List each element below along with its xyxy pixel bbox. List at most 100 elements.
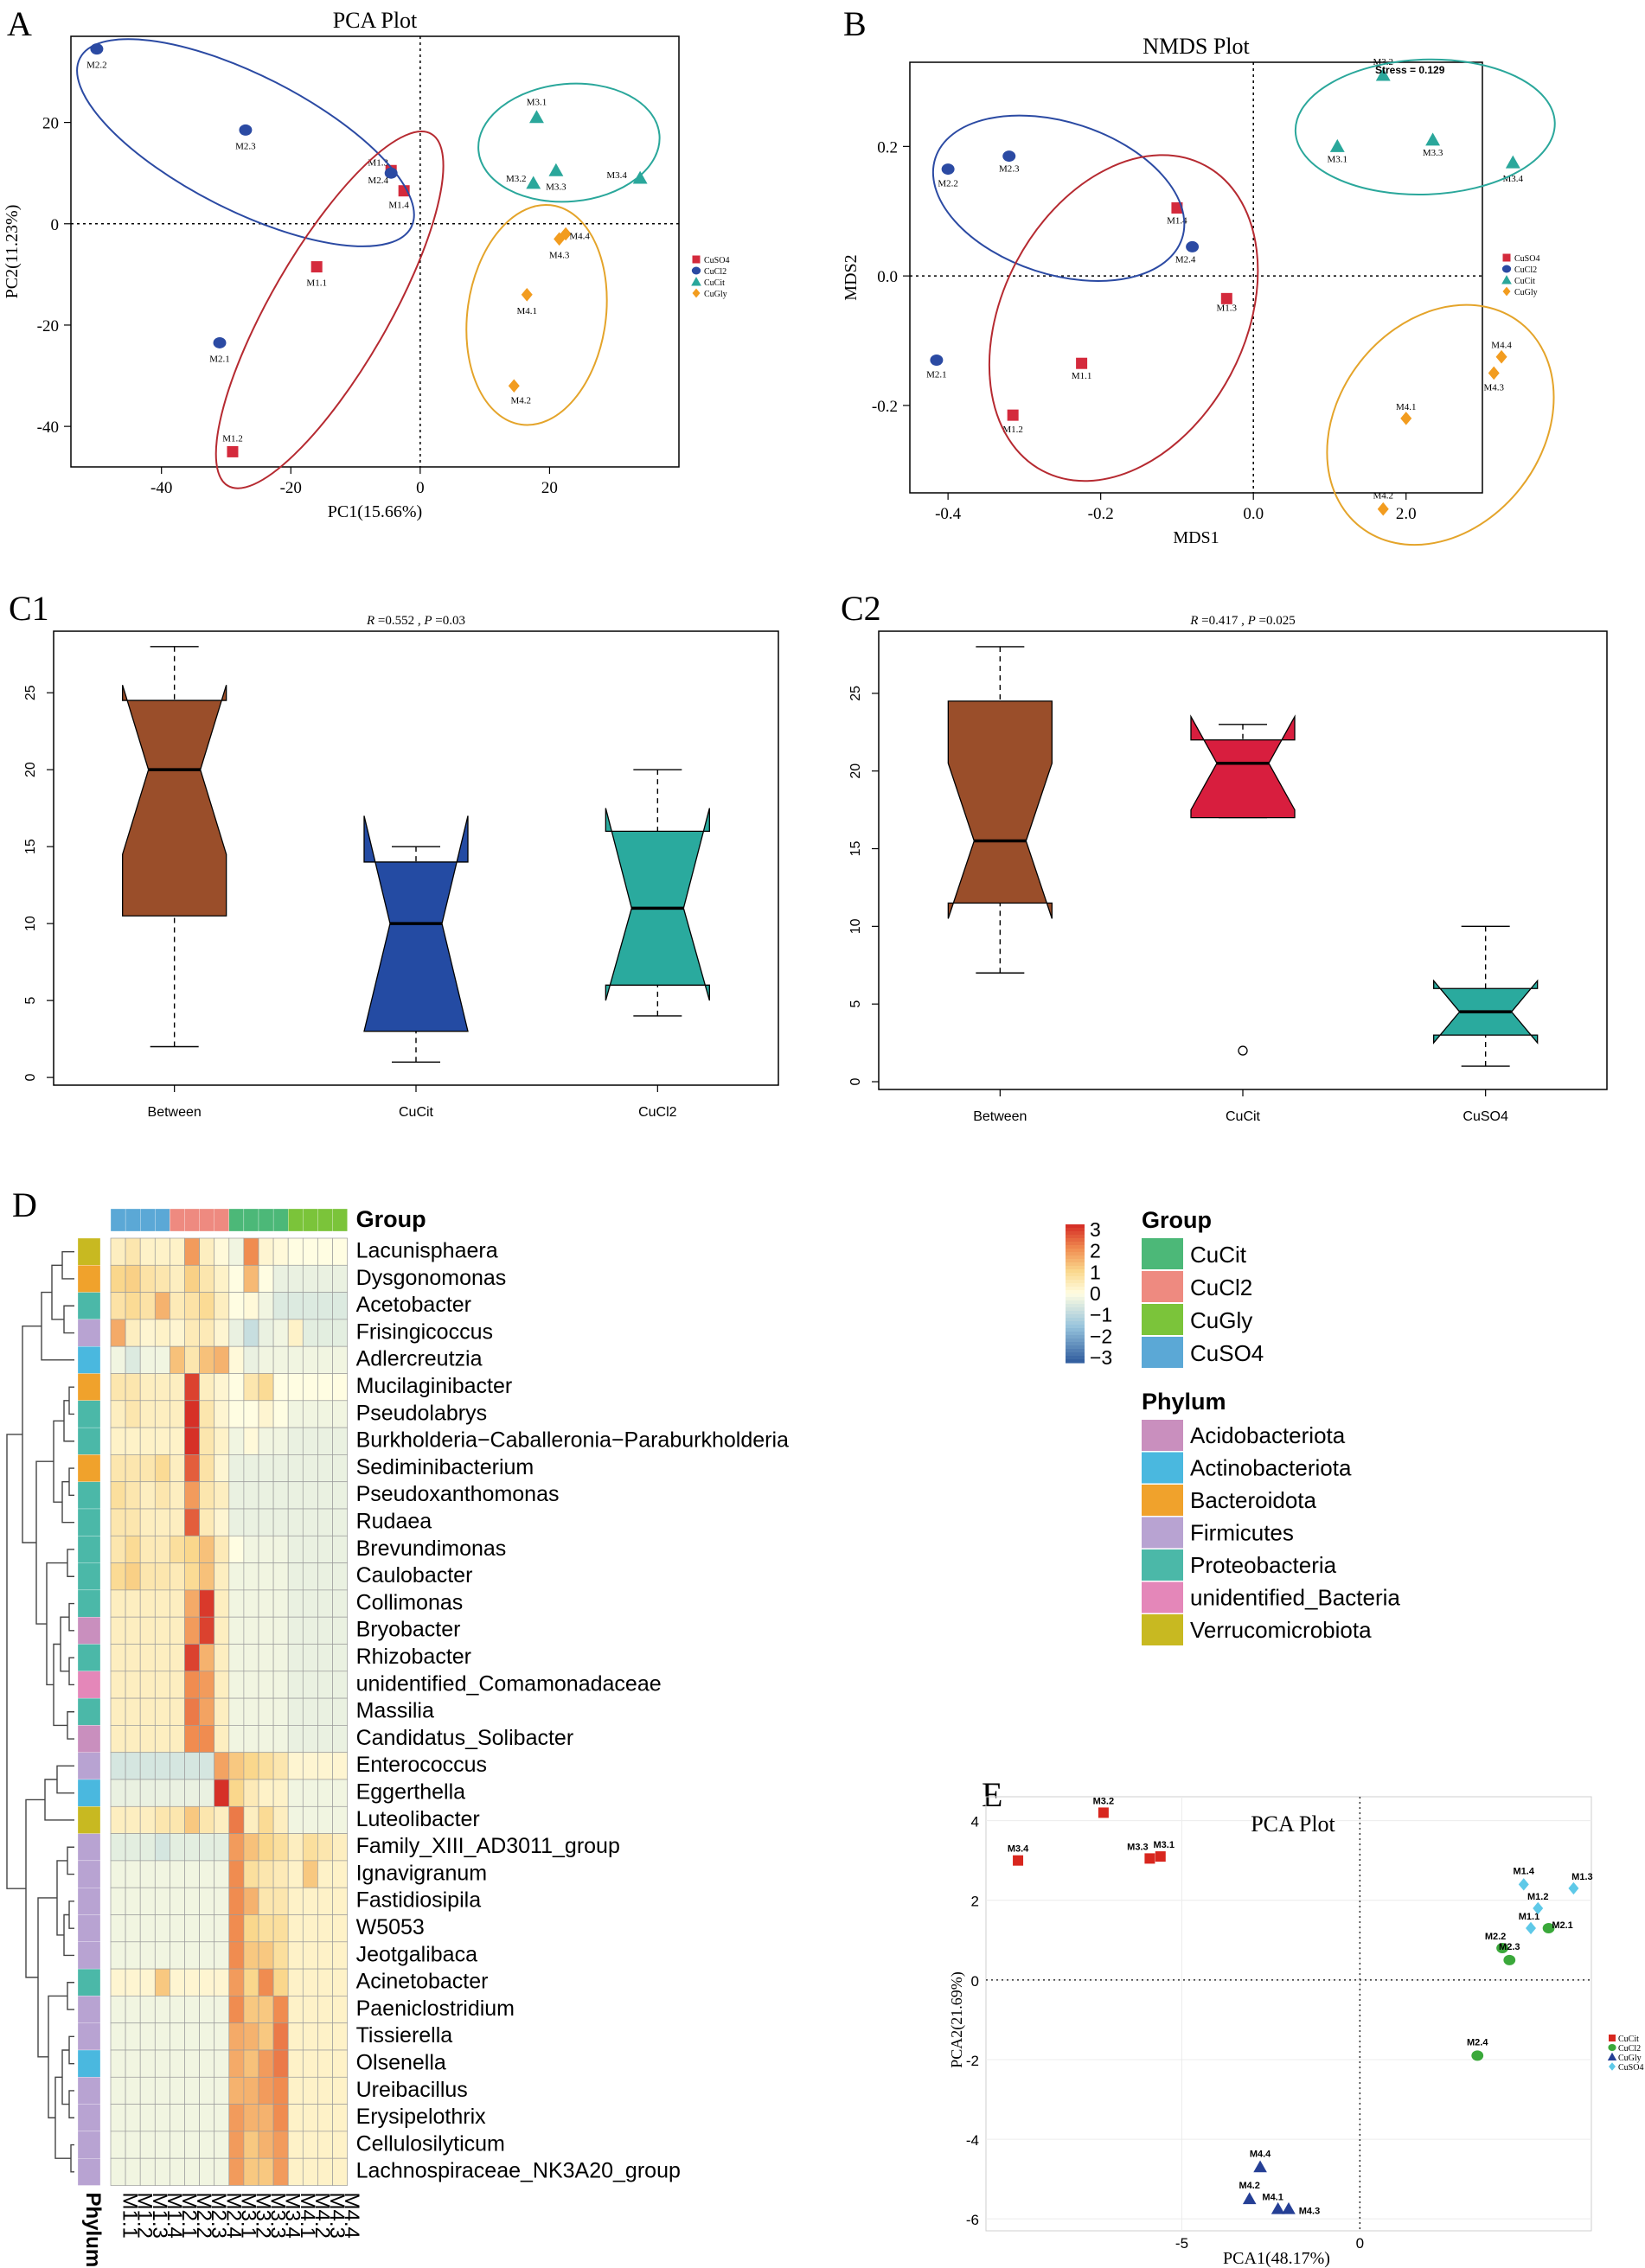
heatmap-cell <box>125 1264 141 1293</box>
legend-marker-cucit <box>1609 2035 1616 2041</box>
heatmap-cell <box>317 1805 333 1834</box>
x-tick-label: -40 <box>150 479 172 497</box>
heatmap-cell <box>317 2022 333 2051</box>
phylum-bar-cell <box>77 1589 101 1618</box>
heatmap-cell <box>302 1752 318 1780</box>
heatmap-cell <box>139 1616 156 1645</box>
heatmap-cell <box>125 2022 141 2051</box>
heatmap-cell <box>317 1237 333 1266</box>
heatmap-cell <box>139 1644 156 1672</box>
heatmap-cell <box>287 2131 304 2159</box>
heatmap-cell <box>110 2157 126 2186</box>
point-M4-2 <box>1377 502 1389 516</box>
heatmap-cell <box>170 2076 185 2105</box>
scale-bar-segment <box>1066 1321 1085 1326</box>
heatmap-cell <box>302 1805 318 1834</box>
heatmap-cell <box>184 1562 200 1591</box>
heatmap-cell <box>170 1833 185 1862</box>
heatmap-cell <box>125 2049 141 2078</box>
dendrogram-branch <box>61 1250 74 1280</box>
row-label: Acetobacter <box>356 1293 471 1317</box>
scale-bar-segment <box>1066 1252 1085 1256</box>
heatmap-cell <box>139 1454 156 1483</box>
scale-bar-segment <box>1066 1297 1085 1301</box>
heatmap-cell <box>125 1508 141 1536</box>
heatmap-cell <box>170 1887 185 1915</box>
heatmap-cell <box>302 1616 318 1645</box>
heatmap-cell <box>170 1671 185 1699</box>
heatmap-cell <box>258 1264 274 1293</box>
y-tick-label: -0.2 <box>872 398 898 416</box>
row-label: unidentified_Comamonadaceae <box>356 1671 662 1696</box>
y-tick-label: 25 <box>848 686 863 701</box>
phylum-legend-swatch <box>1142 1517 1183 1549</box>
heatmap-cell <box>272 2157 289 2186</box>
dendrogram-branch <box>68 2090 74 2118</box>
heatmap-cell <box>243 1752 259 1780</box>
row-label: Rudaea <box>356 1510 432 1534</box>
heatmap-cell <box>184 1508 200 1536</box>
phylum-legend-swatch <box>1142 1485 1183 1516</box>
heatmap-cell <box>214 1427 230 1455</box>
scale-bar-segment <box>1066 1231 1085 1236</box>
heatmap-cell <box>302 1887 318 1915</box>
point-label: M2.2 <box>938 179 958 189</box>
heatmap-cell <box>272 1752 289 1780</box>
heatmap-cell <box>214 1292 230 1320</box>
x-tick-label: -5 <box>1175 2235 1188 2252</box>
heatmap-cell <box>199 1644 215 1672</box>
heatmap-cell <box>302 1454 318 1483</box>
heatmap-cell <box>258 1996 274 2024</box>
y-tick-label: 10 <box>23 916 38 931</box>
point-label: M2.2 <box>1485 1932 1506 1942</box>
heatmap-cell <box>154 1319 170 1347</box>
point-label: M2.3 <box>235 141 256 151</box>
heatmap-cell <box>170 1292 185 1320</box>
heatmap-cell <box>184 1805 200 1834</box>
heatmap-cell <box>154 1996 170 2024</box>
heatmap-cell <box>302 1562 318 1591</box>
point-M3-3 <box>1425 132 1441 146</box>
dendrogram-branch <box>41 1291 74 1361</box>
stat-part: =0.552 , <box>374 614 424 628</box>
group-ellipse <box>214 131 445 489</box>
row-label: Erysipelothrix <box>356 2105 487 2129</box>
heatmap-cell <box>184 2022 200 2051</box>
heatmap-cell <box>332 1860 348 1888</box>
heatmap-cell <box>317 1725 333 1754</box>
heatmap-cell <box>139 2104 156 2132</box>
heatmap-cell <box>154 1968 170 1996</box>
scale-bar-segment <box>1066 1280 1085 1284</box>
heatmap-cell <box>287 1968 304 1996</box>
heatmap-cell <box>184 1292 200 1320</box>
y-tick-label: 4 <box>971 1814 979 1830</box>
heatmap-cell <box>170 1644 185 1672</box>
phylum-bar-cell <box>77 2158 101 2186</box>
heatmap-cell <box>272 1860 289 1888</box>
heatmap-cell <box>139 1860 156 1888</box>
heatmap-cell <box>214 1887 230 1915</box>
phylum-legend-title: Phylum <box>1142 1389 1226 1415</box>
dendrogram-branch <box>46 1562 67 1686</box>
pca-plot-a: PCA Plot -40 -20 0 20 -40 -20 0 20 PC1(15.66%) PC2… <box>3 8 729 521</box>
group-legend-swatch <box>1142 1304 1183 1335</box>
x-tick-label: -20 <box>280 479 302 497</box>
heatmap-cell <box>139 1589 156 1618</box>
scale-bar-segment <box>1066 1300 1085 1305</box>
row-label: Pseudolabrys <box>356 1401 487 1425</box>
heatmap-cell <box>302 1725 318 1754</box>
point-label: M4.1 <box>1262 2193 1283 2203</box>
heatmap-cell <box>184 1535 200 1563</box>
x-tick-label: -0.2 <box>1088 505 1114 523</box>
heatmap-cell <box>184 1887 200 1915</box>
heatmap-cell <box>258 1887 274 1915</box>
dendrogram-branch <box>60 1616 69 1672</box>
heatmap-cell <box>243 1697 259 1726</box>
point-label: M3.3 <box>1423 148 1443 158</box>
heatmap-cell <box>243 1562 259 1591</box>
heatmap-cell <box>110 2049 126 2078</box>
heatmap-cell <box>287 2049 304 2078</box>
heatmap-cell <box>332 1941 348 1970</box>
point-label: M4.1 <box>1396 402 1417 412</box>
heatmap-cell <box>317 1481 333 1510</box>
